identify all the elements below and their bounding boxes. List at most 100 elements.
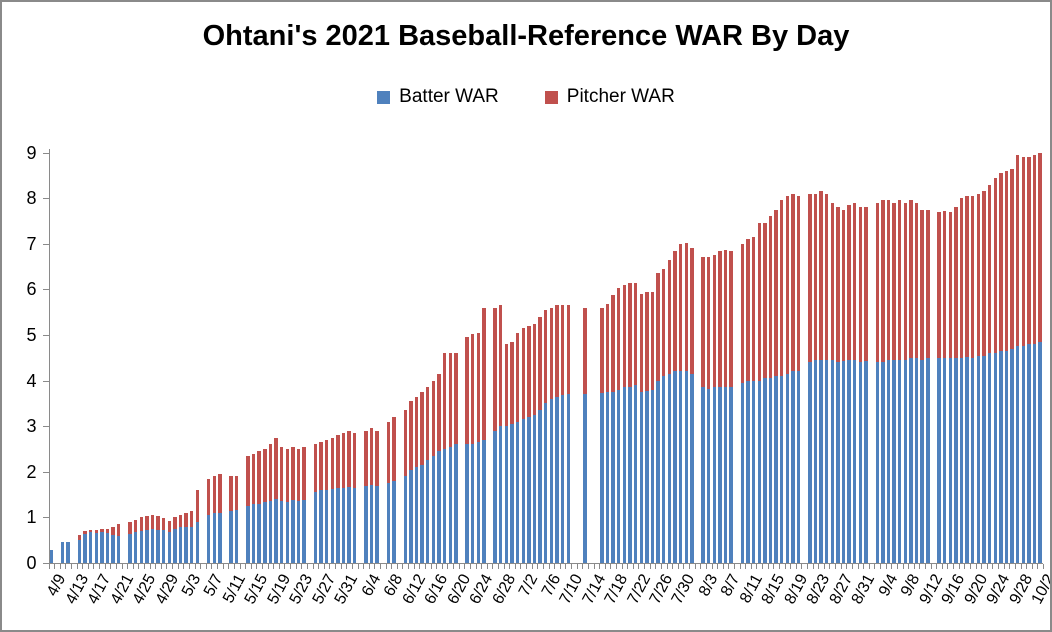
- bar-segment-pitcher: [117, 524, 121, 536]
- bar-segment-pitcher: [774, 209, 778, 377]
- bar-segment-pitcher: [662, 268, 666, 377]
- bar-segment-batter: [133, 531, 138, 563]
- bar-segment-pitcher: [454, 353, 458, 445]
- bar-segment-batter: [145, 529, 149, 563]
- x-tick: [233, 564, 235, 569]
- x-tick: [54, 564, 56, 569]
- x-tick: [144, 564, 146, 569]
- x-tick: [778, 564, 780, 569]
- bar-segment-batter: [583, 394, 587, 563]
- x-tick: [183, 564, 185, 569]
- bar-segment-pitcher: [555, 305, 559, 397]
- bar-segment-pitcher: [622, 284, 627, 388]
- bar-segment-pitcher: [173, 517, 177, 529]
- bar-segment-pitcher: [94, 530, 98, 533]
- y-tick-label: 7: [26, 233, 37, 254]
- bar-segment-pitcher: [875, 202, 879, 363]
- bar-segment-batter: [66, 542, 70, 563]
- x-tick: [301, 564, 303, 569]
- bar-segment-batter: [903, 360, 908, 563]
- x-tick: [722, 564, 724, 569]
- bar-segment-batter: [409, 469, 413, 563]
- x-tick: [357, 564, 359, 569]
- bar-segment-pitcher: [993, 177, 997, 354]
- x-tick: [801, 564, 803, 569]
- legend-item-batter: Batter WAR: [377, 86, 499, 108]
- x-tick: [520, 564, 522, 569]
- bar-segment-pitcher: [650, 291, 655, 390]
- x-tick-label: 9/4: [875, 571, 901, 600]
- x-tick: [863, 564, 865, 569]
- x-tick: [1020, 564, 1022, 569]
- x-tick: [700, 564, 702, 569]
- bar-segment-batter: [678, 371, 683, 563]
- y-tick-label: 4: [26, 370, 37, 391]
- bar-segment-pitcher: [544, 309, 548, 404]
- x-tick: [964, 564, 966, 569]
- x-tick: [969, 564, 971, 569]
- x-tick: [188, 564, 190, 569]
- bar-segment-pitcher: [583, 307, 587, 395]
- bar-segment-pitcher: [527, 325, 531, 418]
- bar-segment-pitcher: [605, 304, 610, 392]
- bar-segment-batter: [617, 389, 621, 563]
- x-tick: [621, 564, 623, 569]
- x-tick: [677, 564, 679, 569]
- x-tick: [902, 564, 904, 569]
- bar-segment-pitcher: [617, 287, 621, 390]
- bar-segment-pitcher: [847, 205, 851, 361]
- bar-segment-batter: [555, 396, 559, 563]
- x-tick: [295, 564, 297, 569]
- x-tick: [262, 564, 263, 569]
- bar-segment-pitcher: [886, 200, 891, 361]
- bar-segment-pitcher: [257, 451, 261, 504]
- bar-segment-batter: [403, 476, 407, 563]
- x-tick: [1043, 564, 1044, 569]
- x-tick: [453, 564, 455, 569]
- bar-segment-pitcher: [324, 439, 329, 491]
- x-tick: [340, 564, 342, 569]
- x-tick: [70, 564, 72, 569]
- x-tick: [273, 564, 275, 569]
- x-tick: [374, 564, 376, 569]
- bar-segment-pitcher: [105, 528, 110, 534]
- x-tick: [672, 564, 674, 569]
- bar-segment-batter: [667, 373, 672, 563]
- bar-segment-pitcher: [914, 202, 919, 358]
- x-tick: [99, 564, 101, 569]
- y-tick: [42, 426, 49, 428]
- x-tick: [829, 564, 831, 569]
- bar-segment-pitcher: [493, 307, 497, 431]
- bar-segment-batter: [499, 426, 503, 563]
- x-tick: [571, 564, 573, 569]
- bar-segment-pitcher: [746, 239, 750, 381]
- bar-segment-pitcher: [476, 332, 481, 443]
- x-tick: [363, 564, 365, 569]
- x-tick: [913, 564, 915, 569]
- bar-segment-pitcher: [319, 442, 323, 491]
- bar-segment-pitcher: [268, 444, 273, 502]
- bar-segment-pitcher: [156, 516, 160, 530]
- x-tick: [868, 564, 870, 569]
- y-tick-label: 6: [26, 279, 37, 300]
- x-tick: [509, 564, 511, 569]
- bar-segment-pitcher: [465, 337, 469, 445]
- bar-segment-batter: [768, 378, 773, 563]
- bar-segment-batter: [319, 490, 323, 563]
- bar-segment-batter: [313, 492, 318, 563]
- bar-segment-pitcher: [375, 430, 379, 487]
- bar-segment-batter: [706, 388, 711, 563]
- bar-segment-pitcher: [291, 446, 295, 501]
- x-tick: [885, 564, 887, 569]
- bar-segment-batter: [296, 500, 301, 563]
- bar-segment-batter: [892, 360, 896, 563]
- bar-segment-batter: [235, 509, 239, 563]
- x-tick-label: 5/3: [178, 571, 205, 600]
- bar-segment-pitcher: [302, 446, 306, 501]
- bar-segment-batter: [673, 371, 677, 563]
- bar-segment-batter: [982, 355, 986, 563]
- x-tick: [807, 564, 809, 569]
- bar-segment-pitcher: [133, 519, 138, 532]
- bar-segment-batter: [336, 487, 340, 563]
